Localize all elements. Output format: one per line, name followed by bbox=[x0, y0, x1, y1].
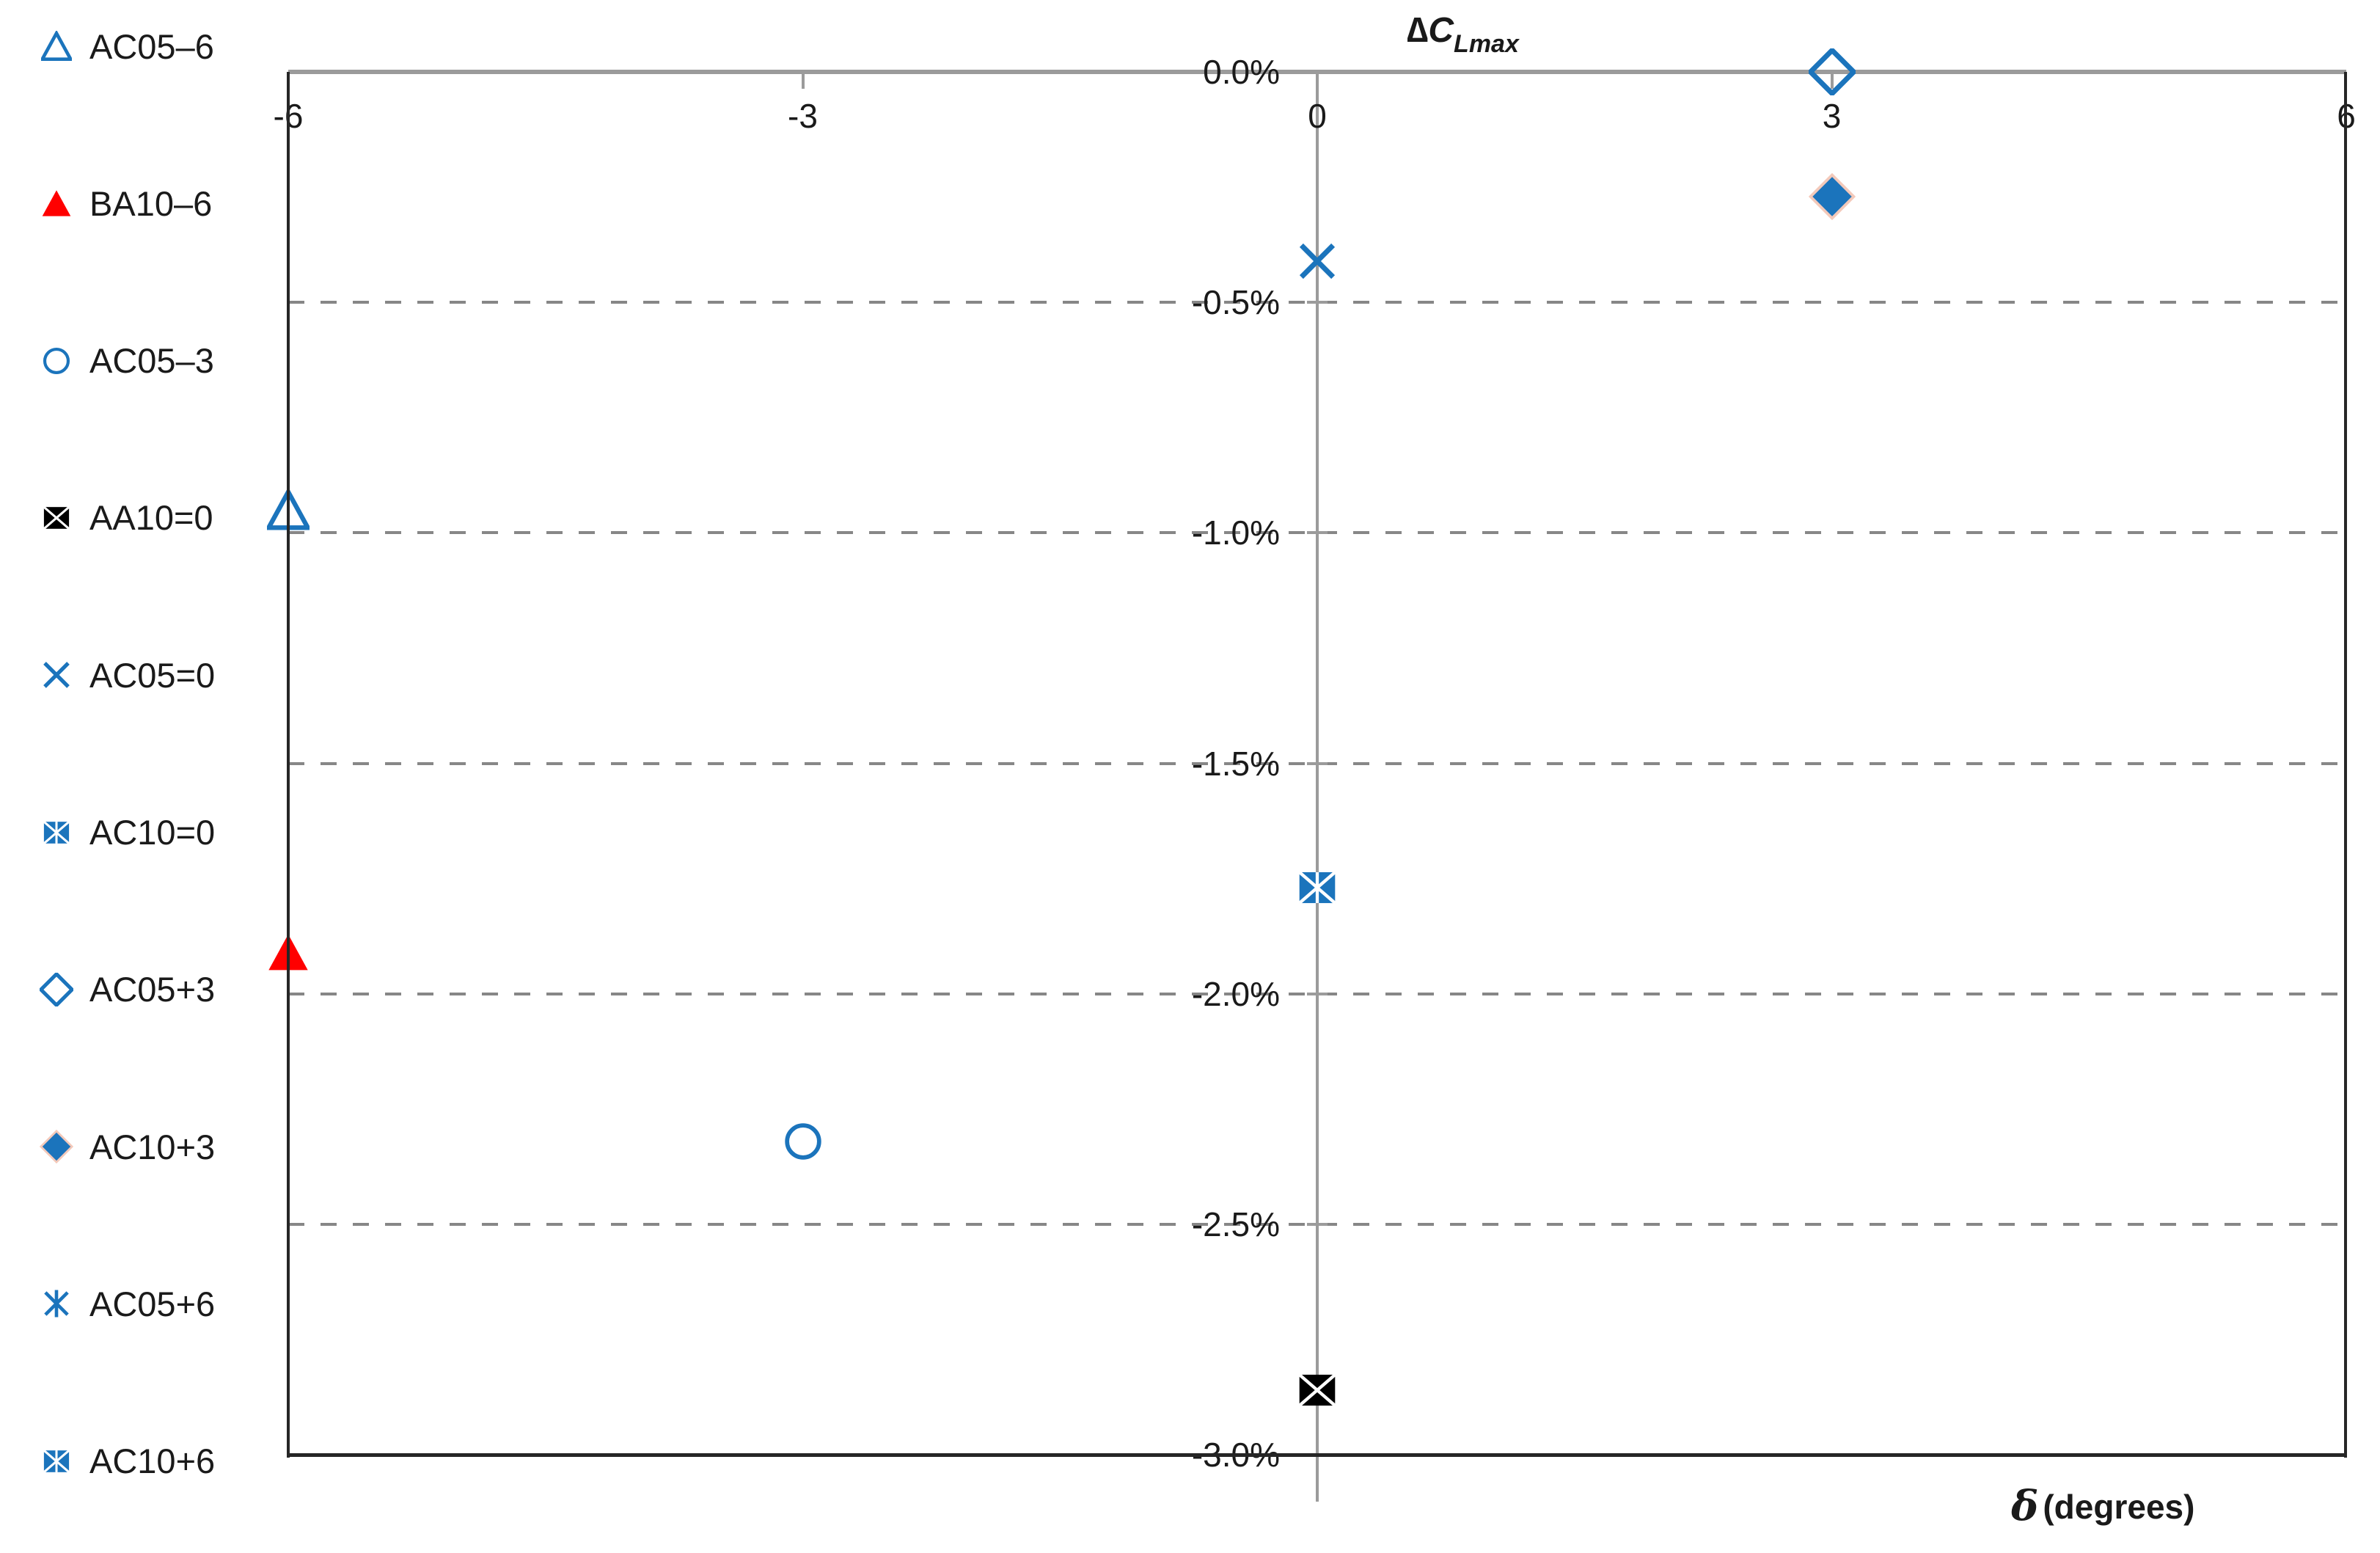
legend-label: AC05+6 bbox=[89, 1284, 216, 1323]
square-x-icon bbox=[26, 504, 87, 532]
x-axis-tick bbox=[801, 74, 805, 89]
legend-label: AC05–3 bbox=[89, 341, 214, 381]
legend-label: AC10=0 bbox=[89, 813, 216, 852]
x-tick-label: 3 bbox=[1822, 97, 1842, 135]
diamond-filled-icon bbox=[26, 1130, 87, 1164]
x-axis-title-delta: δ bbox=[2011, 1482, 2039, 1530]
data-point-ac103 bbox=[1808, 172, 1856, 220]
x-tick-label: -3 bbox=[788, 97, 818, 135]
y-tick-label: -0.5% bbox=[1191, 283, 1280, 322]
legend-label: AC05+3 bbox=[89, 970, 216, 1009]
x-icon bbox=[26, 660, 87, 690]
asterisk-icon bbox=[26, 1288, 87, 1319]
legend-item-ba106: BA10–6 bbox=[26, 181, 212, 225]
data-point-ac050 bbox=[1297, 241, 1337, 281]
legend-label: AC05=0 bbox=[89, 655, 216, 695]
plot-border-left bbox=[287, 72, 290, 1458]
x-axis-title-text: (degrees) bbox=[2043, 1488, 2195, 1526]
legend-item-ac053: AC05+3 bbox=[26, 968, 215, 1012]
square-asterisk-icon bbox=[26, 819, 87, 847]
y-tick-label: -1.0% bbox=[1191, 514, 1280, 552]
legend-item-ac100: AC10=0 bbox=[26, 811, 215, 855]
x-tick-label: 6 bbox=[2288, 95, 2380, 136]
legend-item-aa100: AA10=0 bbox=[26, 496, 213, 540]
y-tick-label: -2.0% bbox=[1191, 974, 1280, 1013]
legend-label: BA10–6 bbox=[89, 183, 213, 223]
diamond-open-icon bbox=[26, 972, 87, 1006]
legend-label: AC10+3 bbox=[89, 1127, 216, 1166]
circle-open-icon bbox=[26, 347, 87, 375]
plot-border-bottom bbox=[287, 1453, 2347, 1457]
triangle-filled-icon bbox=[26, 188, 87, 219]
square-asterisk-icon bbox=[26, 1447, 87, 1475]
x-tick-label: 0 bbox=[1308, 97, 1327, 135]
y-axis-line bbox=[1316, 72, 1319, 1502]
legend-item-ac103: AC10+3 bbox=[26, 1125, 215, 1169]
y-tick-label: -2.5% bbox=[1191, 1205, 1280, 1243]
legend-item-ac106: AC10+6 bbox=[26, 1439, 215, 1483]
chart-title: ∆CLmax bbox=[1407, 10, 1519, 62]
x-axis-tick bbox=[1830, 74, 1834, 89]
x-axis-title: δ (degrees) bbox=[2011, 1480, 2195, 1530]
chart-title-symbol: C bbox=[1428, 11, 1454, 50]
legend-label: AC10+6 bbox=[89, 1441, 216, 1481]
plot-border-right bbox=[2344, 72, 2347, 1458]
y-tick-label: 0.0% bbox=[1203, 53, 1280, 91]
legend-label: AC05–6 bbox=[89, 26, 214, 66]
chart-title-subscript: Lmax bbox=[1454, 30, 1519, 58]
data-point-ac053 bbox=[1808, 48, 1856, 95]
y-tick-label: -1.5% bbox=[1191, 744, 1280, 783]
legend-item-ac050: AC05=0 bbox=[26, 653, 215, 697]
triangle-open-icon bbox=[26, 31, 87, 62]
data-point-ac053 bbox=[784, 1122, 822, 1161]
data-point-ac100 bbox=[1297, 868, 1337, 907]
legend-item-ac056: AC05+6 bbox=[26, 1282, 215, 1326]
legend-item-ac053: AC05–3 bbox=[26, 339, 214, 383]
chart-title-delta: ∆ bbox=[1407, 11, 1429, 50]
data-point-aa100 bbox=[1297, 1370, 1337, 1410]
legend-item-ac056: AC05–6 bbox=[26, 24, 214, 68]
legend-label: AA10=0 bbox=[89, 498, 213, 538]
